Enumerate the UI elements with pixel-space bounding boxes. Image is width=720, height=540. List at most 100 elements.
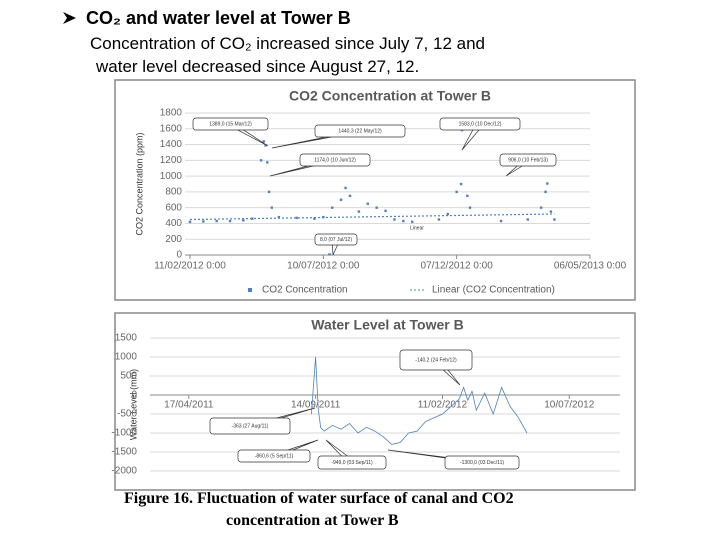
annotation: 1583,0 (10 Dec/12)	[459, 121, 502, 127]
callout-pointer	[226, 123, 269, 147]
callout-pointer	[505, 159, 534, 177]
callout-pointer	[245, 407, 316, 427]
data-point	[251, 217, 254, 220]
x-tick-label: 11/02/2012	[418, 400, 468, 411]
trend-line	[189, 213, 555, 221]
chart-frame	[114, 312, 636, 491]
y-tick-label: 1400	[160, 139, 183, 150]
data-point	[242, 219, 245, 222]
callout-pointer	[271, 130, 365, 149]
y-tick-label: 0	[131, 390, 137, 401]
data-point	[264, 144, 267, 147]
annotation: 1440,3 (22 May/12)	[338, 128, 382, 134]
y-axis-title: Water Level (mm)	[128, 369, 138, 440]
annotation: 1174,0 (10 Jun/12)	[314, 157, 356, 163]
data-point	[526, 218, 529, 221]
y-tick-label: -2000	[111, 466, 137, 477]
subtitle-line: Concentration of CO₂ increased since Jul…	[90, 34, 485, 53]
legend-label: Linear (CO2 Concentration)	[432, 285, 555, 296]
data-point	[344, 186, 347, 190]
callout-pointer	[269, 159, 340, 177]
data-point	[357, 210, 361, 213]
annotation: -140,2 (24 Feb/12)	[415, 357, 457, 363]
y-tick-label: 600	[165, 202, 182, 213]
x-tick-label: 10/07/2012 0:00	[287, 261, 360, 272]
data-point	[411, 220, 414, 224]
annotation: 906,0 (10 Feb/13)	[508, 157, 548, 163]
x-tick-label: 07/12/2012 0:00	[421, 261, 494, 272]
callout-box	[314, 233, 358, 246]
data-point	[202, 220, 205, 223]
title-text: CO₂ and water level at Tower B	[86, 8, 351, 28]
data-point	[375, 206, 378, 209]
callout-box	[444, 455, 520, 470]
chart: Water Level at Tower B Water Level (mm) -2…	[111, 312, 636, 491]
x-tick-label: 17/04/2011	[164, 400, 214, 411]
data-point	[348, 194, 352, 198]
callout-pointer	[461, 123, 485, 151]
callout-box	[237, 449, 311, 463]
data-point	[549, 210, 553, 213]
callout-box	[192, 117, 269, 131]
callout-box	[209, 417, 291, 435]
data-point	[544, 190, 547, 194]
data-point	[393, 218, 396, 221]
y-tick-label: 1600	[160, 123, 183, 134]
figure-caption: concentration at Tower B	[226, 512, 399, 529]
y-tick-label: 1000	[160, 171, 183, 182]
data-point	[402, 219, 405, 223]
data-line	[311, 356, 528, 445]
data-point	[539, 206, 543, 209]
data-point	[228, 219, 232, 223]
data-point	[437, 218, 441, 221]
y-tick-label: 1000	[115, 352, 138, 363]
chart-title: CO2 Concentration at Tower B	[289, 88, 491, 104]
callout-pointer	[387, 449, 487, 463]
data-point	[384, 209, 387, 213]
data-point	[277, 215, 281, 219]
y-tick-label: 0	[176, 250, 182, 261]
callout-box	[499, 153, 557, 167]
data-point	[546, 182, 549, 185]
data-point	[322, 215, 325, 219]
callout-pointer	[269, 439, 319, 457]
annotation: -1300,0 (03 Dec/11)	[460, 460, 504, 466]
data-point	[266, 161, 269, 164]
data-point	[455, 190, 458, 194]
annotation: -363 (27 Aug/11)	[232, 423, 269, 429]
bullet-icon	[63, 12, 76, 24]
data-point	[215, 219, 218, 223]
data-point	[460, 128, 464, 132]
data-point	[270, 206, 273, 209]
data-point	[295, 216, 298, 220]
y-tick-label: 200	[165, 234, 182, 245]
annotation: 8,0 (07 Jul/12)	[320, 237, 352, 243]
callout-box	[314, 124, 406, 138]
data-point	[553, 218, 556, 221]
data-point	[468, 206, 472, 209]
data-point	[499, 219, 503, 223]
data-point	[339, 198, 343, 201]
y-tick-label: 1800	[160, 108, 183, 119]
data-point	[331, 206, 334, 209]
y-tick-label: 1200	[160, 155, 183, 166]
data-point	[188, 220, 192, 224]
data-point	[366, 202, 369, 205]
x-tick-label: 10/07/2012	[544, 400, 594, 411]
data-point	[459, 182, 463, 186]
y-tick-label: 400	[165, 218, 182, 229]
callout-pointer	[325, 439, 358, 463]
legend-marker	[248, 288, 252, 292]
y-tick-label: -500	[117, 409, 137, 420]
x-tick-label: 14/09/2011	[291, 400, 341, 411]
data-point	[262, 140, 265, 143]
annotation: -860,6 (5 Sep/11)	[255, 453, 294, 459]
annotation: -949,0 (03 Sep/11)	[331, 460, 373, 466]
annotation: Linear	[410, 225, 424, 231]
data-point	[313, 217, 316, 220]
callout-box	[399, 349, 473, 371]
data-point	[259, 159, 263, 162]
annotation: 1389,0 (15 Mar/12)	[209, 121, 252, 127]
